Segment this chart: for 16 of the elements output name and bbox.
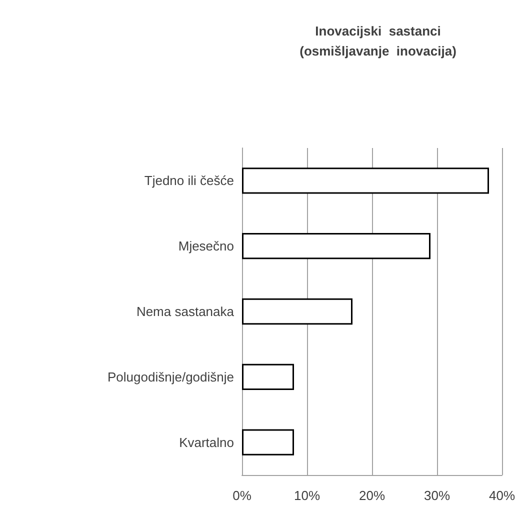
x-tick-label: 0% — [232, 488, 252, 503]
bar — [242, 168, 489, 194]
bar — [242, 233, 430, 260]
x-tick-label: 20% — [358, 488, 386, 503]
bar — [242, 364, 294, 390]
y-tick-label: Nema sastanaka — [136, 304, 235, 319]
x-tick-label: 10% — [294, 488, 320, 503]
y-tick-label: Kvartalno — [179, 434, 234, 450]
y-tick-label: Polugodišnje/godišnje — [108, 369, 234, 384]
bar — [242, 298, 352, 325]
x-tick-label: 40% — [488, 488, 516, 503]
bar — [242, 429, 294, 456]
chart-title: Inovacijski sastanci (osmišljavanje inovacija) — [300, 24, 456, 58]
y-tick-label: Mjesečno — [178, 238, 234, 254]
y-tick-label: Tjedno ili češće — [144, 173, 234, 188]
x-tick-label: 30% — [424, 488, 450, 503]
